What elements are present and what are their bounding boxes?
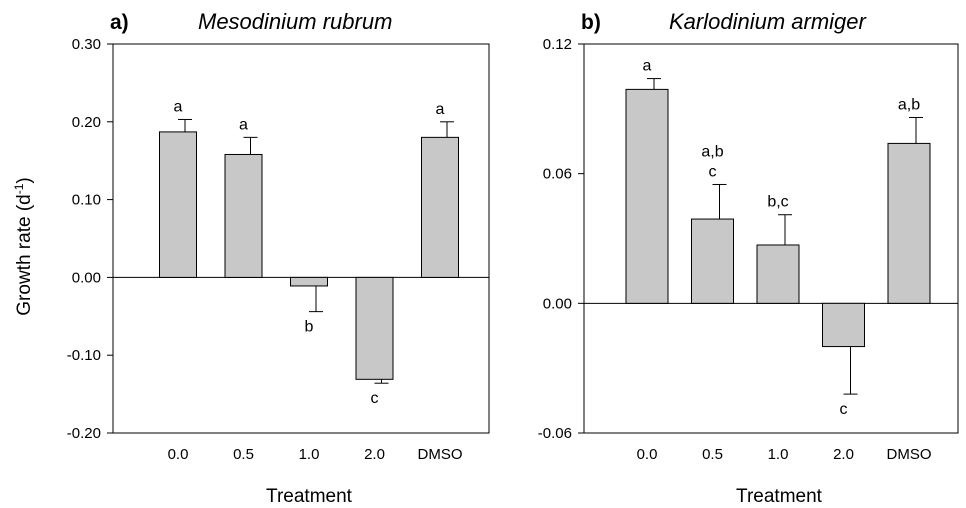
y-tick-label: -0.10 <box>67 347 101 364</box>
y-tick-label: -0.06 <box>538 425 572 442</box>
x-tick-label: 1.0 <box>299 446 320 463</box>
panel-title: Karlodinium armiger <box>669 9 868 34</box>
plot-frame <box>112 43 490 434</box>
bar-dmso <box>887 142 931 304</box>
significance-letter: a <box>239 116 248 133</box>
x-tick-label: 1.0 <box>768 446 789 463</box>
bar-1-0 <box>290 276 328 287</box>
y-tick-label: 0.10 <box>72 192 101 209</box>
significance-letter: a <box>643 58 652 75</box>
bar-0-5 <box>691 218 734 304</box>
plot-frame <box>583 43 959 434</box>
bar-0-0 <box>159 131 197 278</box>
x-tick-label: DMSO <box>418 446 463 463</box>
significance-letter: b,c <box>767 194 788 211</box>
bar-0-5 <box>224 153 263 278</box>
panel-b: -0.06 0.00 0.06 0.12 a 0.0 a,b c 0.5 b,c 1.0 c 2.0 a,… <box>538 9 959 507</box>
x-tick-label: 0.5 <box>233 446 254 463</box>
x-axis-title: Treatment <box>736 486 823 507</box>
significance-letter: a,b <box>898 96 920 113</box>
significance-letter: a <box>436 101 445 118</box>
bar-2-0 <box>822 302 865 348</box>
x-tick-label: 0.0 <box>637 446 658 463</box>
significance-letter: a,b c <box>701 143 723 180</box>
significance-letter: c <box>840 401 848 418</box>
y-axis-title: Growth rate (d-1) <box>12 177 35 315</box>
significance-letter: a <box>174 98 183 115</box>
y-tick-label: 0.20 <box>72 114 101 131</box>
panel-label: b) <box>581 11 601 34</box>
y-tick-label: 0.00 <box>72 269 101 286</box>
x-tick-label: 0.5 <box>702 446 723 463</box>
y-tick-label: 0.06 <box>543 166 572 183</box>
x-tick-label: 2.0 <box>833 446 854 463</box>
y-tick-label: 0.30 <box>72 36 101 53</box>
panel-label: a) <box>110 11 129 34</box>
significance-letter: c <box>371 390 379 407</box>
significance-letter: b <box>305 319 314 336</box>
panel-a: -0.20 -0.10 0.00 0.10 0.20 0.30 a 0.0 a 0.5 b 1.0 c 2… <box>12 9 490 507</box>
bar-1-0 <box>756 244 800 304</box>
x-axis-title: Treatment <box>266 486 353 507</box>
x-tick-label: DMSO <box>887 446 932 463</box>
x-tick-label: 2.0 <box>364 446 385 463</box>
y-tick-label: 0.12 <box>543 36 572 53</box>
bar-2-0 <box>355 276 394 380</box>
panel-title: Mesodinium rubrum <box>198 9 392 34</box>
y-tick-label: -0.20 <box>67 425 101 442</box>
x-tick-label: 0.0 <box>168 446 189 463</box>
bar-dmso <box>421 136 459 278</box>
bar-0-0 <box>625 88 669 304</box>
y-tick-label: 0.00 <box>543 295 572 312</box>
